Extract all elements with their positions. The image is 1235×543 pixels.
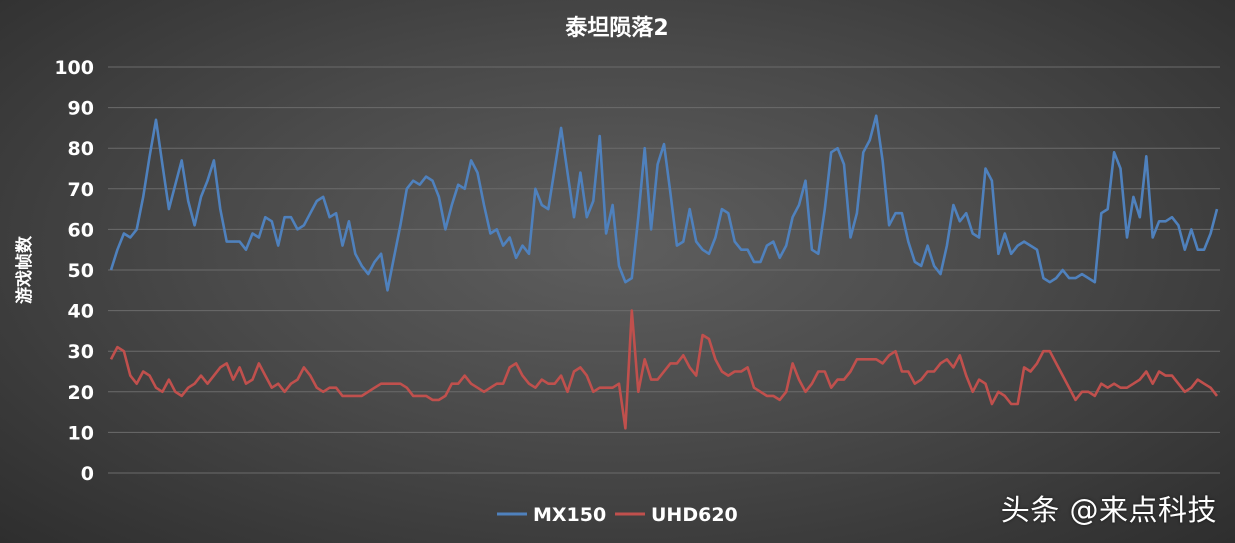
y-tick-label: 10: [68, 422, 94, 444]
chart-title: 泰坦陨落2: [564, 16, 668, 41]
y-tick-label: 100: [54, 57, 94, 79]
series-line-mx150: [109, 114, 1219, 292]
y-axis-ticks: 0 10 20 30 40 50 60 70 80 90 100: [54, 57, 94, 485]
legend: MX150 UHD620: [497, 504, 738, 526]
y-axis-label: 游戏帧数: [14, 235, 35, 304]
y-tick-label: 0: [81, 463, 94, 485]
y-tick-label: 60: [68, 219, 94, 241]
legend-label: UHD620: [651, 504, 738, 526]
y-tick-label: 90: [68, 98, 94, 120]
watermark: 头条 @来点科技: [1000, 493, 1217, 527]
y-tick-label: 50: [68, 260, 94, 282]
y-tick-label: 70: [68, 179, 94, 201]
y-tick-label: 80: [68, 138, 94, 160]
gridlines: [108, 66, 1220, 474]
y-tick-label: 30: [68, 341, 94, 363]
y-tick-label: 20: [68, 382, 94, 404]
series-line-uhd620: [109, 309, 1219, 430]
series-lines: [109, 114, 1219, 430]
y-tick-label: 40: [68, 301, 94, 323]
legend-label: MX150: [533, 504, 606, 526]
